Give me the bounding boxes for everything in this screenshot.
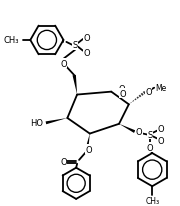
Text: CH₃: CH₃: [3, 36, 19, 45]
Polygon shape: [119, 124, 135, 133]
Text: O: O: [84, 33, 90, 42]
Text: O: O: [120, 89, 126, 98]
Text: O: O: [147, 143, 154, 152]
Text: O: O: [158, 136, 164, 145]
Text: O: O: [86, 145, 92, 154]
Text: O: O: [60, 60, 67, 69]
Text: O: O: [158, 125, 164, 133]
Polygon shape: [46, 118, 67, 125]
Text: O: O: [119, 84, 125, 93]
Text: O: O: [145, 88, 152, 97]
Text: Me: Me: [155, 84, 166, 93]
Text: O: O: [84, 49, 90, 58]
Text: HO: HO: [30, 119, 43, 128]
Text: S: S: [73, 41, 78, 50]
Text: O: O: [136, 128, 142, 136]
Polygon shape: [86, 134, 90, 150]
Text: S: S: [148, 130, 153, 139]
Text: O: O: [60, 158, 67, 166]
Text: CH₃: CH₃: [145, 196, 159, 205]
Polygon shape: [73, 75, 77, 95]
